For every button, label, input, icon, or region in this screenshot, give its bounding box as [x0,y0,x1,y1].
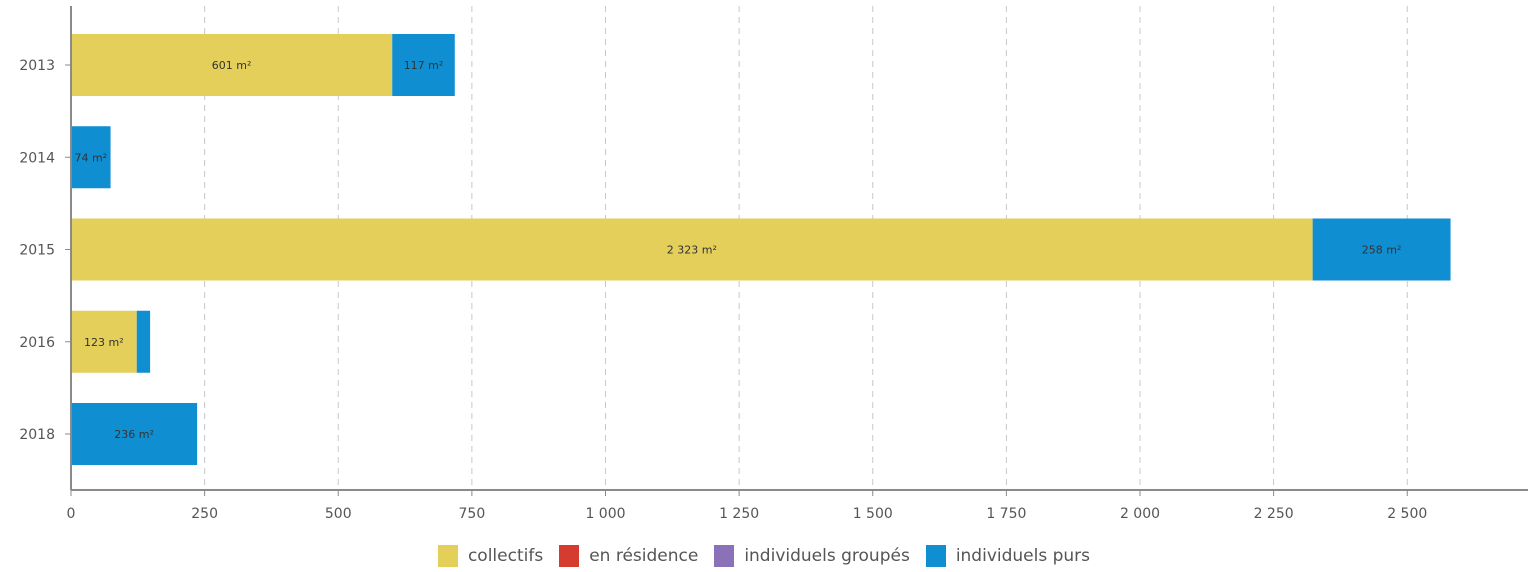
data-label: 236 m² [114,428,154,441]
x-tick-label: 1 250 [719,506,759,522]
legend-swatch [437,545,458,567]
axes-group [70,6,1528,491]
legend-item[interactable]: individuels purs [925,545,1091,567]
x-tick-label: 1 000 [585,506,625,522]
data-label: 123 m² [84,336,124,349]
y-axis-categories: 2013 2014 2015 2016 2018 [19,58,71,443]
bar-segment [71,403,198,465]
category-label: 2016 [19,335,55,351]
category-label: 2015 [19,243,55,259]
legend-swatch [559,545,580,567]
bar-chart: 0 250 500 750 1 000 1 250 1 500 1 750 2 000 2 250… [19,6,1528,522]
legend: collectifs en résidence individuels groupé… [0,545,1528,567]
x-tick-label: 0 [67,506,76,522]
category-label: 2013 [19,58,55,74]
data-label: 601 m² [212,59,252,72]
bars-group [71,34,1451,465]
category-label: 2014 [19,150,55,166]
bar-segment [71,218,1313,281]
legend-swatch [714,545,735,567]
legend-label: en résidence [589,546,699,566]
legend-item[interactable]: collectifs [437,545,544,567]
x-tick-label: 1 750 [986,506,1026,522]
data-label: 258 m² [1362,244,1402,257]
bar-segment [71,310,137,373]
bar-segment [71,126,111,189]
bar-segment [136,310,151,373]
x-tick-label: 750 [459,506,486,522]
x-tick-label: 250 [191,506,218,522]
legend-item[interactable]: en résidence [559,545,698,567]
data-label: 117 m² [404,59,444,72]
bar-segment [71,34,393,96]
legend-swatch [925,545,946,567]
legend-label: individuels purs [955,546,1091,566]
legend-label: collectifs [467,546,544,566]
data-label: 2 323 m² [667,244,717,257]
legend-label: individuels groupés [744,546,910,566]
data-labels: 601 m² 117 m² 74 m² 2 323 m² 258 m² 123 m² 236… [74,59,1401,441]
x-tick-label: 2 500 [1387,506,1427,522]
bar-segment [392,34,455,96]
bar-segment [1312,218,1451,281]
legend-item[interactable]: individuels groupés [714,545,910,567]
x-tick-label: 1 500 [853,506,893,522]
data-label: 74 m² [74,151,107,164]
x-axis-ticks: 0 250 500 750 1 000 1 250 1 500 1 750 2 000 2 250… [67,490,1427,522]
x-tick-label: 500 [325,506,352,522]
category-label: 2018 [19,427,55,443]
x-tick-label: 2 250 [1254,506,1294,522]
x-tick-label: 2 000 [1120,506,1160,522]
